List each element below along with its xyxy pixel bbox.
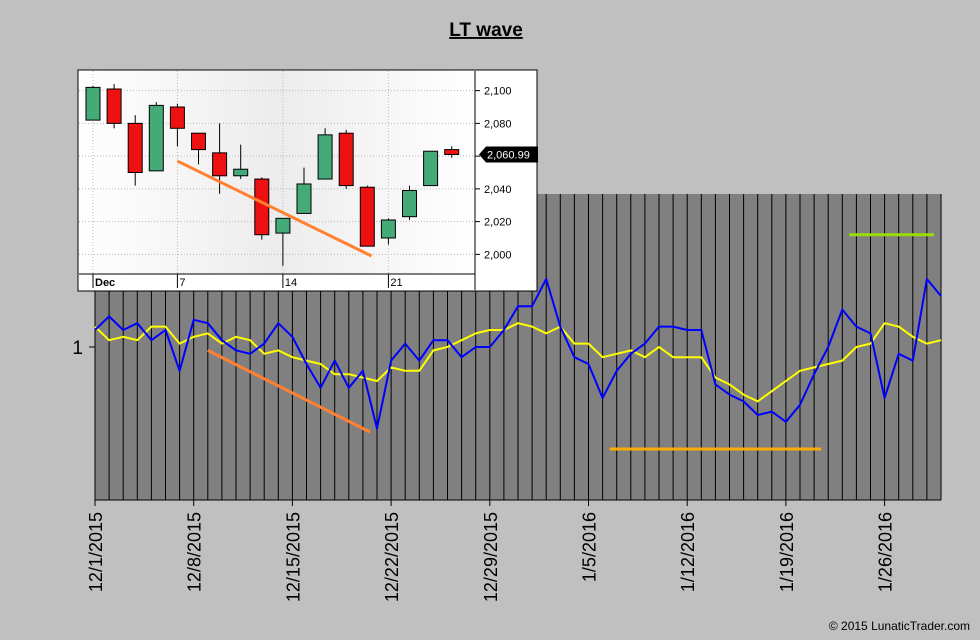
candle-body [169,106,185,129]
inset-date-tick-label: 21 [390,277,402,289]
candle-body [127,122,143,174]
inset-price-tick-label: 2,000 [484,249,512,261]
candle-body [191,132,206,151]
main-series [94,278,942,430]
last-price-tag [479,146,538,163]
y-tick-label: 1 [72,338,83,359]
candle-body [233,168,249,177]
candle-body [359,186,375,247]
x-tick-label: 12/8/2015 [185,512,205,592]
main-x-ticks: 12/1/2015 12/8/2015 12/15/2015 12/22/2015 12… [86,500,896,602]
x-tick-label: 1/5/2016 [580,512,600,582]
copyright-notice: © 2015 LunaticTrader.com [829,619,970,633]
x-tick-label: 1/26/2016 [876,512,896,592]
candle-body [212,152,228,177]
x-tick-label: 12/1/2015 [86,512,106,592]
inset-trend-lines [176,159,373,258]
last-price-label: 2,060.99 [487,150,530,162]
inset-plot-background [79,71,475,274]
candle-body [338,132,354,187]
inset-price-tick-label: 2,040 [484,184,512,196]
inset-date-tick-label: 14 [285,277,297,289]
candle-body [254,178,270,236]
inset-price-tick-label: 2,020 [484,217,512,229]
candle-body [423,150,439,187]
inset-date-ticks: Dec 7 14 21 [92,274,403,289]
inset-date-tick-label: Dec [95,277,115,289]
x-tick-label: 1/12/2016 [678,512,698,592]
x-tick-label: 12/15/2015 [283,512,303,602]
inset-trend-line-1 [176,159,373,258]
trend-line-1 [207,349,371,434]
candle-body [85,86,101,121]
chart-title: LT wave [449,20,523,41]
last-price-marker: 2,060.99 [479,146,538,163]
inset-candles [85,84,460,266]
inset-price-tick-label: 2,080 [484,118,512,130]
main-trend-lines [207,233,934,451]
candle-body [444,149,460,155]
inset-date-tick-label: 7 [179,277,185,289]
candle-body [148,104,164,172]
candle-body [317,134,333,180]
candle-body [296,183,312,214]
inset-price-tick-label: 2,100 [484,86,512,98]
candle-body [402,190,417,218]
x-tick-label: 12/22/2015 [382,512,402,602]
candle-body [106,88,122,124]
series-line-2 [94,322,942,403]
candle-body [380,219,396,239]
main-y-ticks: 1 [72,338,95,359]
x-tick-label: 1/19/2016 [777,512,797,592]
candle-body [275,217,291,234]
series-line-1 [94,278,942,430]
x-tick-label: 12/29/2015 [481,512,501,602]
